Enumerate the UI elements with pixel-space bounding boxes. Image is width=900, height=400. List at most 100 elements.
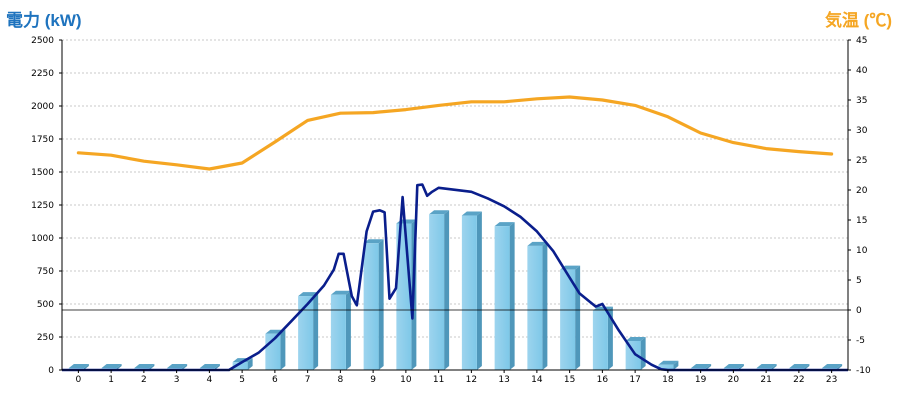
bar-side bbox=[476, 211, 482, 370]
x-tick-label: 5 bbox=[239, 375, 245, 385]
bar-side bbox=[444, 210, 450, 370]
x-tick-label: 20 bbox=[728, 375, 740, 385]
power-line bbox=[62, 183, 848, 372]
x-tick-label: 6 bbox=[272, 375, 278, 385]
right-tick-label: 40 bbox=[856, 66, 868, 76]
bar-side bbox=[149, 364, 155, 370]
bar-side bbox=[182, 364, 188, 370]
x-tick-label: 19 bbox=[695, 375, 707, 385]
left-tick-label: 2500 bbox=[31, 36, 54, 46]
x-tick-label: 4 bbox=[207, 375, 213, 385]
bar-top bbox=[789, 364, 810, 368]
right-tick-label: 20 bbox=[856, 186, 868, 196]
bar bbox=[330, 290, 351, 370]
bar-top bbox=[461, 211, 482, 216]
x-tick-label: 14 bbox=[531, 375, 543, 385]
x-tick-label: 15 bbox=[564, 375, 575, 385]
bar-top bbox=[822, 364, 843, 368]
bar bbox=[658, 360, 679, 370]
x-tick-label: 8 bbox=[338, 375, 344, 385]
bar-side bbox=[280, 329, 286, 370]
bar bbox=[429, 210, 450, 370]
bar-side bbox=[673, 360, 679, 370]
bar-top bbox=[658, 360, 679, 365]
bar-side bbox=[640, 336, 646, 370]
bar-front bbox=[330, 294, 346, 370]
bars bbox=[68, 210, 843, 370]
right-tick-label: 45 bbox=[856, 36, 867, 46]
x-tick-label: 3 bbox=[174, 375, 180, 385]
x-tick-label: 22 bbox=[793, 375, 804, 385]
bar-side bbox=[542, 241, 548, 370]
bar-top bbox=[723, 364, 744, 368]
bar-side bbox=[575, 265, 581, 370]
x-tick-label: 21 bbox=[760, 375, 771, 385]
bar-side bbox=[837, 364, 843, 370]
x-tick-label: 12 bbox=[466, 375, 477, 385]
bar bbox=[461, 211, 482, 370]
bar-top bbox=[101, 364, 122, 368]
bar bbox=[298, 292, 319, 370]
bar-front bbox=[232, 362, 248, 370]
bar-front bbox=[527, 245, 543, 370]
x-tick-label: 13 bbox=[498, 375, 509, 385]
left-tick-label: 2250 bbox=[31, 69, 54, 79]
bar-side bbox=[345, 290, 351, 370]
left-tick-label: 250 bbox=[37, 333, 54, 343]
bar-front bbox=[494, 226, 510, 370]
axes: 02505007501000125015001750200022502500-1… bbox=[31, 36, 871, 385]
bar-top bbox=[494, 222, 515, 227]
bar-front bbox=[363, 243, 379, 370]
bar-side bbox=[313, 292, 319, 370]
right-tick-label: 5 bbox=[856, 276, 862, 286]
left-tick-label: 500 bbox=[37, 300, 54, 310]
bar-side bbox=[771, 364, 777, 370]
temperature-line bbox=[76, 95, 834, 171]
bar bbox=[560, 265, 581, 370]
bar-top bbox=[167, 364, 188, 368]
bar-side bbox=[706, 364, 712, 370]
right-tick-label: 25 bbox=[856, 156, 867, 166]
bar-top bbox=[429, 210, 450, 215]
bar-top bbox=[527, 241, 548, 246]
right-axis-title: 気温 (℃) bbox=[824, 11, 892, 30]
x-tick-label: 16 bbox=[597, 375, 609, 385]
bar-front bbox=[592, 310, 608, 370]
x-tick-label: 11 bbox=[433, 375, 444, 385]
bar-front bbox=[625, 340, 641, 370]
left-axis-title: 電力 (kW) bbox=[6, 11, 82, 30]
bar-front bbox=[429, 214, 445, 370]
bar bbox=[592, 306, 613, 370]
bar-side bbox=[378, 239, 384, 370]
bar-side bbox=[509, 222, 515, 370]
bar-top bbox=[68, 364, 89, 368]
right-tick-label: 15 bbox=[856, 216, 867, 226]
x-tick-label: 17 bbox=[629, 375, 640, 385]
bar-side bbox=[214, 364, 220, 370]
bar-top bbox=[363, 239, 384, 244]
bar-top bbox=[298, 292, 319, 297]
right-tick-label: -10 bbox=[856, 366, 871, 376]
left-tick-label: 750 bbox=[37, 267, 54, 277]
series-lines bbox=[62, 95, 848, 372]
x-tick-label: 18 bbox=[662, 375, 674, 385]
bar bbox=[265, 329, 286, 370]
left-tick-label: 1750 bbox=[31, 135, 54, 145]
x-tick-label: 10 bbox=[400, 375, 412, 385]
bar-side bbox=[116, 364, 122, 370]
bar-top bbox=[199, 364, 220, 368]
bar-front bbox=[461, 215, 477, 370]
x-tick-label: 2 bbox=[141, 375, 147, 385]
bar-side bbox=[247, 358, 253, 370]
right-tick-label: 10 bbox=[856, 246, 868, 256]
bar-side bbox=[738, 364, 744, 370]
bar bbox=[527, 241, 548, 370]
left-tick-label: 1250 bbox=[31, 201, 54, 211]
x-tick-label: 1 bbox=[108, 375, 114, 385]
bar bbox=[363, 239, 384, 370]
x-tick-label: 9 bbox=[370, 375, 376, 385]
bar bbox=[494, 222, 515, 370]
left-tick-label: 0 bbox=[48, 366, 54, 376]
right-tick-label: -5 bbox=[856, 336, 865, 346]
